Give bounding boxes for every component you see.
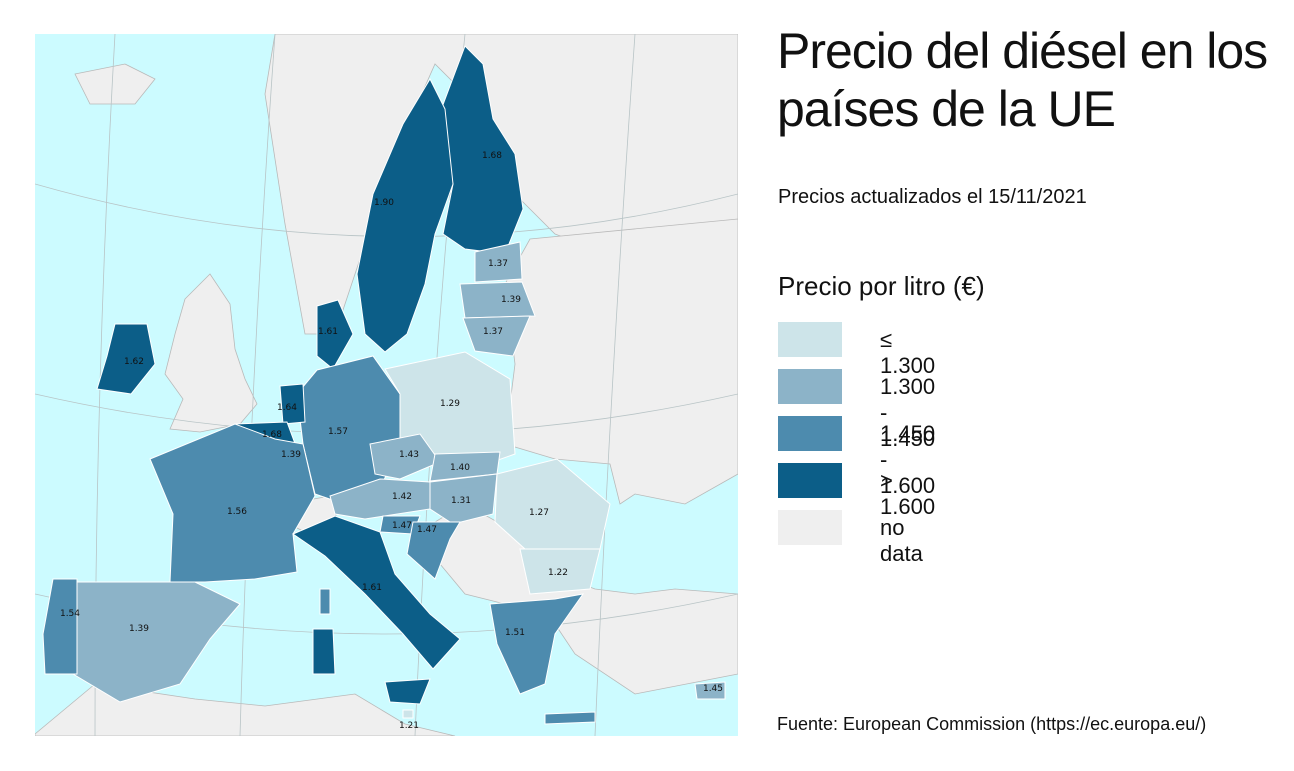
country-romania[interactable] (494, 458, 611, 550)
uk-land (164, 273, 258, 433)
country-france-corsica[interactable] (319, 588, 331, 615)
country-italy-sicily[interactable] (384, 678, 431, 705)
country-spain[interactable] (64, 581, 241, 703)
source-note: Fuente: European Commission (https://ec.… (777, 714, 1207, 734)
price-label-portugal: 1.54 (60, 609, 80, 619)
eastern-europe-land (504, 218, 738, 505)
country-greece[interactable] (489, 593, 585, 695)
iceland-land (74, 63, 156, 105)
price-label-ireland: 1.62 (124, 357, 144, 367)
price-label-slovakia: 1.40 (450, 463, 470, 473)
country-cyprus[interactable] (694, 681, 726, 700)
subtitle: Precios actualizados el 15/11/2021 (778, 186, 1087, 208)
country-portugal[interactable] (42, 578, 78, 675)
price-label-luxembourg: 1.39 (281, 450, 301, 460)
country-czechia[interactable] (369, 433, 441, 480)
map-svg: 1.68 1.90 1.37 1.39 1.37 1.61 1.62 1.64 … (35, 34, 738, 736)
country-france[interactable] (149, 423, 316, 583)
price-label-poland: 1.29 (440, 399, 460, 409)
country-bulgaria[interactable] (519, 548, 601, 595)
price-label-spain: 1.39 (129, 624, 149, 634)
legend-label: > 1.600 (880, 468, 936, 519)
eu-countries (42, 45, 726, 725)
price-label-cyprus: 1.45 (703, 684, 723, 694)
price-label-malta: 1.21 (399, 721, 419, 731)
country-sweden[interactable] (356, 77, 454, 353)
country-denmark[interactable] (316, 299, 354, 370)
legend-label: ≤ 1.300 (880, 327, 936, 378)
country-estonia[interactable] (474, 241, 523, 283)
legend-swatch (778, 322, 842, 357)
price-label-sweden: 1.90 (374, 198, 394, 208)
legend-swatch (778, 416, 842, 451)
price-label-croatia: 1.47 (417, 525, 437, 535)
price-label-netherlands: 1.64 (277, 403, 297, 413)
price-label-romania: 1.27 (529, 508, 549, 518)
eu-map: 1.68 1.90 1.37 1.39 1.37 1.61 1.62 1.64 … (35, 34, 738, 736)
legend-label: 1.450 - 1.600 (880, 421, 936, 498)
country-greece-crete[interactable] (544, 711, 596, 725)
country-lithuania[interactable] (462, 315, 531, 357)
price-label-estonia: 1.37 (488, 259, 508, 269)
price-label-latvia: 1.39 (501, 295, 521, 305)
country-latvia[interactable] (459, 281, 536, 319)
country-netherlands[interactable] (279, 383, 306, 425)
legend-swatch (778, 369, 842, 404)
country-croatia[interactable] (406, 521, 461, 580)
country-malta[interactable] (402, 709, 414, 719)
price-label-belgium: 1.68 (262, 430, 282, 440)
price-label-slovenia: 1.47 (392, 521, 412, 531)
price-label-bulgaria: 1.22 (548, 568, 568, 578)
price-label-france: 1.56 (227, 507, 247, 517)
price-label-germany: 1.57 (328, 427, 348, 437)
country-ireland[interactable] (96, 323, 156, 395)
page-title: Precio del diésel en los países de la UE (777, 23, 1268, 137)
legend-swatch (778, 463, 842, 498)
price-label-italy: 1.61 (362, 583, 382, 593)
legend-label: no data (880, 515, 923, 566)
price-label-denmark: 1.61 (318, 327, 338, 337)
price-labels: 1.68 1.90 1.37 1.39 1.37 1.61 1.62 1.64 … (60, 151, 723, 731)
price-label-greece: 1.51 (505, 628, 525, 638)
country-hungary[interactable] (429, 473, 498, 525)
country-italy[interactable] (291, 515, 461, 670)
legend-title: Precio por litro (€) (778, 271, 985, 301)
price-label-czechia: 1.43 (399, 450, 419, 460)
price-label-hungary: 1.31 (451, 496, 471, 506)
price-label-finland: 1.68 (482, 151, 502, 161)
legend-swatch (778, 510, 842, 545)
price-label-lithuania: 1.37 (483, 327, 503, 337)
country-italy-sardinia[interactable] (312, 628, 336, 675)
price-label-austria: 1.42 (392, 492, 412, 502)
legend-label: 1.300 - 1.450 (880, 374, 936, 451)
